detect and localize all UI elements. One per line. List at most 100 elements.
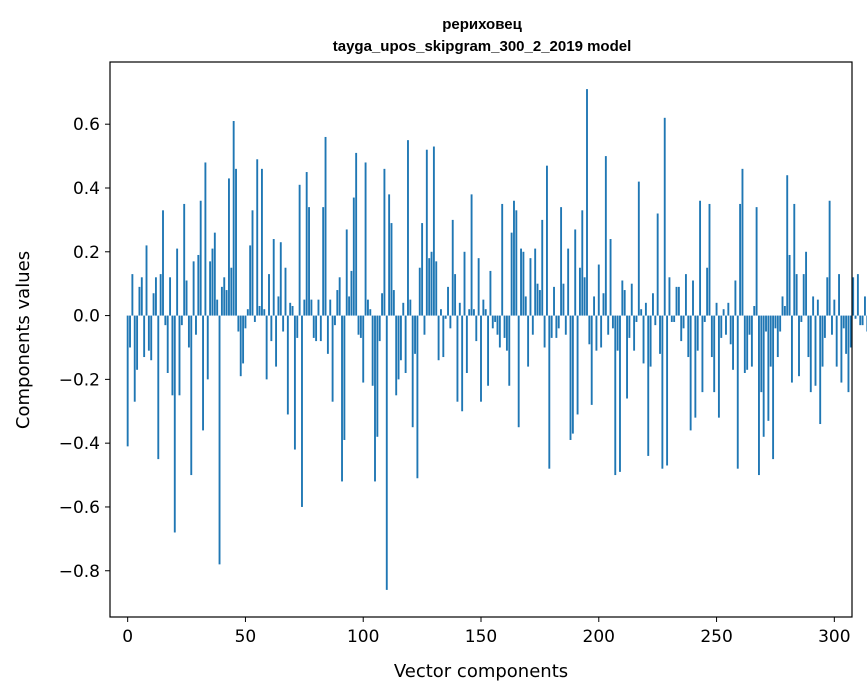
bar-57 bbox=[260, 168, 263, 316]
bar-215 bbox=[633, 315, 636, 351]
bar-114 bbox=[395, 315, 398, 396]
bar-53 bbox=[251, 210, 254, 316]
bar-282 bbox=[790, 315, 793, 383]
bar-217 bbox=[637, 181, 640, 316]
bar-161 bbox=[505, 315, 508, 351]
bar-152 bbox=[484, 309, 487, 316]
bar-10 bbox=[150, 315, 153, 361]
bar-128 bbox=[428, 258, 431, 316]
bar-18 bbox=[169, 277, 172, 316]
bar-288 bbox=[805, 251, 808, 316]
bar-165 bbox=[515, 210, 518, 316]
bar-249 bbox=[713, 315, 716, 393]
bar-95 bbox=[350, 270, 353, 316]
bar-224 bbox=[654, 315, 657, 326]
bar-274 bbox=[772, 315, 775, 460]
bar-103 bbox=[369, 309, 372, 316]
bar-25 bbox=[185, 280, 188, 316]
bar-157 bbox=[496, 315, 499, 335]
bar-180 bbox=[550, 315, 553, 338]
bar-75 bbox=[303, 299, 306, 316]
bar-234 bbox=[677, 286, 680, 316]
bar-181 bbox=[553, 286, 555, 316]
bar-216 bbox=[635, 315, 638, 322]
bar-220 bbox=[644, 302, 647, 316]
bar-52 bbox=[249, 245, 252, 316]
bar-23 bbox=[180, 315, 183, 326]
bar-276 bbox=[776, 315, 779, 358]
bar-92 bbox=[343, 315, 346, 440]
y-tick-label: 0.2 bbox=[73, 243, 100, 263]
bar-74 bbox=[301, 315, 303, 507]
bar-17 bbox=[166, 315, 169, 373]
bar-140 bbox=[456, 315, 459, 402]
bar-9 bbox=[147, 315, 150, 351]
bar-190 bbox=[574, 229, 577, 316]
bar-228 bbox=[663, 117, 666, 316]
bar-49 bbox=[242, 315, 245, 364]
bar-310 bbox=[856, 274, 859, 316]
bar-122 bbox=[414, 315, 416, 354]
bar-283 bbox=[793, 203, 796, 316]
bar-232 bbox=[673, 315, 676, 322]
bar-163 bbox=[510, 232, 513, 316]
bar-280 bbox=[786, 175, 789, 316]
bar-183 bbox=[557, 315, 560, 329]
bar-68 bbox=[286, 315, 289, 415]
bar-285 bbox=[798, 315, 800, 377]
bar-235 bbox=[680, 315, 683, 342]
bar-153 bbox=[487, 315, 490, 386]
bar-16 bbox=[164, 315, 167, 326]
bar-98 bbox=[357, 315, 360, 335]
bar-38 bbox=[216, 299, 219, 316]
bar-240 bbox=[692, 280, 694, 316]
chart-subtitle: tayga_upos_skipgram_300_2_2019 model bbox=[333, 38, 632, 55]
bar-271 bbox=[765, 315, 767, 332]
bar-281 bbox=[788, 254, 791, 316]
bar-253 bbox=[722, 309, 725, 316]
bar-203 bbox=[604, 156, 607, 316]
bar-296 bbox=[823, 315, 826, 338]
bar-194 bbox=[583, 277, 586, 316]
bar-82 bbox=[319, 315, 322, 342]
bar-293 bbox=[816, 299, 819, 316]
bar-150 bbox=[480, 315, 482, 402]
bar-225 bbox=[656, 213, 659, 316]
bar-172 bbox=[531, 315, 534, 335]
bar-124 bbox=[418, 267, 421, 316]
bar-44 bbox=[230, 267, 233, 316]
bar-86 bbox=[329, 299, 332, 316]
bar-227 bbox=[661, 315, 664, 469]
bar-168 bbox=[522, 251, 525, 316]
bar-141 bbox=[458, 302, 461, 316]
bar-59 bbox=[265, 315, 268, 380]
bar-182 bbox=[555, 315, 558, 338]
bar-30 bbox=[197, 254, 200, 316]
bar-62 bbox=[272, 239, 275, 316]
bar-261 bbox=[741, 168, 744, 316]
bar-279 bbox=[783, 306, 786, 316]
bar-175 bbox=[538, 290, 541, 316]
bar-202 bbox=[602, 293, 605, 316]
bar-243 bbox=[699, 200, 702, 316]
bar-245 bbox=[703, 315, 706, 322]
bar-222 bbox=[649, 315, 652, 367]
bar-241 bbox=[694, 315, 697, 418]
bar-145 bbox=[468, 309, 471, 316]
bar-50 bbox=[244, 315, 247, 329]
bar-64 bbox=[277, 296, 280, 316]
bar-113 bbox=[392, 290, 395, 316]
bar-166 bbox=[517, 315, 520, 428]
bar-300 bbox=[833, 299, 836, 316]
bar-189 bbox=[571, 315, 574, 434]
bar-4 bbox=[136, 315, 139, 370]
bar-156 bbox=[494, 315, 497, 322]
bar-60 bbox=[268, 274, 270, 316]
bar-303 bbox=[840, 315, 843, 383]
bar-43 bbox=[228, 178, 230, 316]
bar-8 bbox=[145, 245, 148, 316]
bar-229 bbox=[666, 315, 669, 466]
bar-260 bbox=[739, 203, 742, 316]
bar-233 bbox=[675, 286, 678, 316]
y-tick-label: −0.8 bbox=[59, 562, 100, 582]
